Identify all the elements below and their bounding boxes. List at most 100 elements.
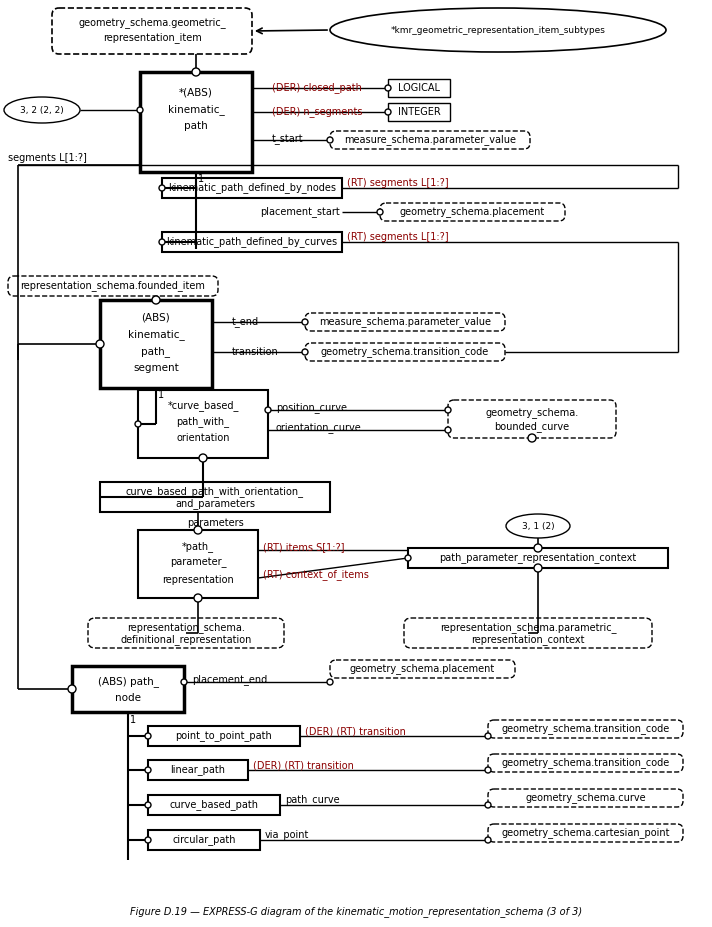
Text: path: path (184, 121, 208, 131)
Circle shape (302, 349, 308, 355)
Bar (138, 390, 268, 458)
Text: geometry_schema.geometric_: geometry_schema.geometric_ (78, 18, 226, 29)
Circle shape (385, 109, 391, 115)
Bar (162, 178, 342, 198)
Text: geometry_schema.transition_code: geometry_schema.transition_code (501, 724, 669, 734)
Text: *path_: *path_ (182, 541, 214, 552)
Circle shape (145, 802, 151, 808)
Circle shape (485, 767, 491, 773)
Text: segment: segment (133, 363, 179, 373)
Circle shape (327, 679, 333, 685)
Bar (162, 232, 342, 252)
Text: node: node (115, 693, 141, 703)
Text: linear_path: linear_path (170, 765, 226, 776)
Circle shape (96, 340, 104, 348)
Text: (ABS): (ABS) (142, 313, 170, 323)
Circle shape (145, 733, 151, 739)
Text: curve_based_path_with_orientation_: curve_based_path_with_orientation_ (126, 487, 304, 498)
Circle shape (145, 837, 151, 843)
FancyBboxPatch shape (305, 343, 505, 361)
Ellipse shape (330, 8, 666, 52)
Text: path_: path_ (142, 347, 170, 358)
Bar (148, 726, 300, 746)
Text: INTEGER: INTEGER (397, 107, 441, 117)
Circle shape (192, 68, 200, 76)
Text: placement_end: placement_end (192, 675, 267, 685)
Text: geometry_schema.placement: geometry_schema.placement (350, 664, 495, 675)
FancyBboxPatch shape (488, 789, 683, 807)
Circle shape (137, 107, 143, 113)
Circle shape (152, 296, 160, 304)
Text: bounded_curve: bounded_curve (494, 422, 570, 433)
Text: geometry_schema.transition_code: geometry_schema.transition_code (501, 757, 669, 768)
Circle shape (485, 733, 491, 739)
FancyBboxPatch shape (404, 618, 652, 648)
Bar (140, 72, 252, 172)
Circle shape (377, 209, 383, 215)
Text: t_end: t_end (232, 316, 259, 327)
Text: geometry_schema.: geometry_schema. (486, 408, 579, 418)
Text: transition: transition (232, 347, 279, 357)
FancyBboxPatch shape (488, 720, 683, 738)
Text: (RT) context_of_items: (RT) context_of_items (263, 569, 369, 580)
FancyBboxPatch shape (8, 276, 218, 296)
Ellipse shape (4, 97, 80, 123)
Text: representation_schema.founded_item: representation_schema.founded_item (21, 281, 206, 291)
Text: representation_schema.parametric_: representation_schema.parametric_ (440, 623, 617, 633)
Text: (DER) (RT) transition: (DER) (RT) transition (253, 760, 354, 770)
Text: parameters: parameters (187, 518, 244, 528)
Circle shape (181, 679, 187, 685)
Bar (408, 548, 668, 568)
Text: kinematic_path_defined_by_curves: kinematic_path_defined_by_curves (167, 236, 337, 248)
Text: (RT) items S[1:?]: (RT) items S[1:?] (263, 542, 345, 552)
Text: measure_schema.parameter_value: measure_schema.parameter_value (319, 316, 491, 327)
Text: 3, 2 (2, 2): 3, 2 (2, 2) (20, 106, 64, 115)
Circle shape (405, 555, 411, 561)
Text: path_with_: path_with_ (177, 416, 229, 427)
Circle shape (385, 85, 391, 91)
Text: point_to_point_path: point_to_point_path (176, 730, 273, 742)
Text: (ABS) path_: (ABS) path_ (98, 677, 159, 688)
Text: circular_path: circular_path (172, 834, 236, 845)
Text: kinematic_: kinematic_ (127, 329, 184, 340)
FancyBboxPatch shape (330, 131, 530, 149)
Text: representation: representation (162, 575, 234, 585)
Text: (RT) segments L[1:?]: (RT) segments L[1:?] (347, 178, 449, 188)
Circle shape (159, 239, 165, 245)
Text: orientation_curve: orientation_curve (276, 423, 362, 434)
Circle shape (528, 434, 536, 442)
Circle shape (445, 407, 451, 413)
Bar (388, 79, 450, 97)
FancyBboxPatch shape (88, 618, 284, 648)
Text: geometry_schema.curve: geometry_schema.curve (525, 793, 646, 804)
Bar (148, 795, 280, 815)
Circle shape (159, 185, 165, 191)
Circle shape (485, 837, 491, 843)
FancyBboxPatch shape (330, 660, 515, 678)
Text: 1: 1 (130, 715, 136, 725)
Text: curve_based_path: curve_based_path (169, 800, 258, 810)
Text: kinematic_: kinematic_ (167, 105, 224, 116)
Bar (72, 666, 184, 712)
Text: 1: 1 (158, 390, 164, 400)
FancyBboxPatch shape (305, 313, 505, 331)
Text: path_curve: path_curve (285, 794, 340, 806)
Text: 1: 1 (198, 174, 204, 184)
Text: definitional_representation: definitional_representation (120, 635, 251, 645)
Text: and_parameters: and_parameters (175, 499, 255, 510)
Text: 3, 1 (2): 3, 1 (2) (522, 522, 555, 530)
Text: LOGICAL: LOGICAL (398, 83, 440, 93)
Text: parameter_: parameter_ (169, 558, 226, 568)
Circle shape (327, 137, 333, 143)
Circle shape (194, 594, 202, 602)
Text: measure_schema.parameter_value: measure_schema.parameter_value (344, 134, 516, 146)
Text: geometry_schema.transition_code: geometry_schema.transition_code (321, 347, 489, 358)
Text: segments L[1:?]: segments L[1:?] (8, 153, 87, 163)
Ellipse shape (506, 514, 570, 538)
Text: t_start: t_start (272, 134, 303, 146)
Text: geometry_schema.placement: geometry_schema.placement (400, 207, 545, 218)
Text: representation_item: representation_item (103, 32, 201, 44)
Circle shape (485, 802, 491, 808)
Text: representation_context: representation_context (471, 635, 585, 645)
Text: (DER) n_segments: (DER) n_segments (272, 107, 362, 118)
